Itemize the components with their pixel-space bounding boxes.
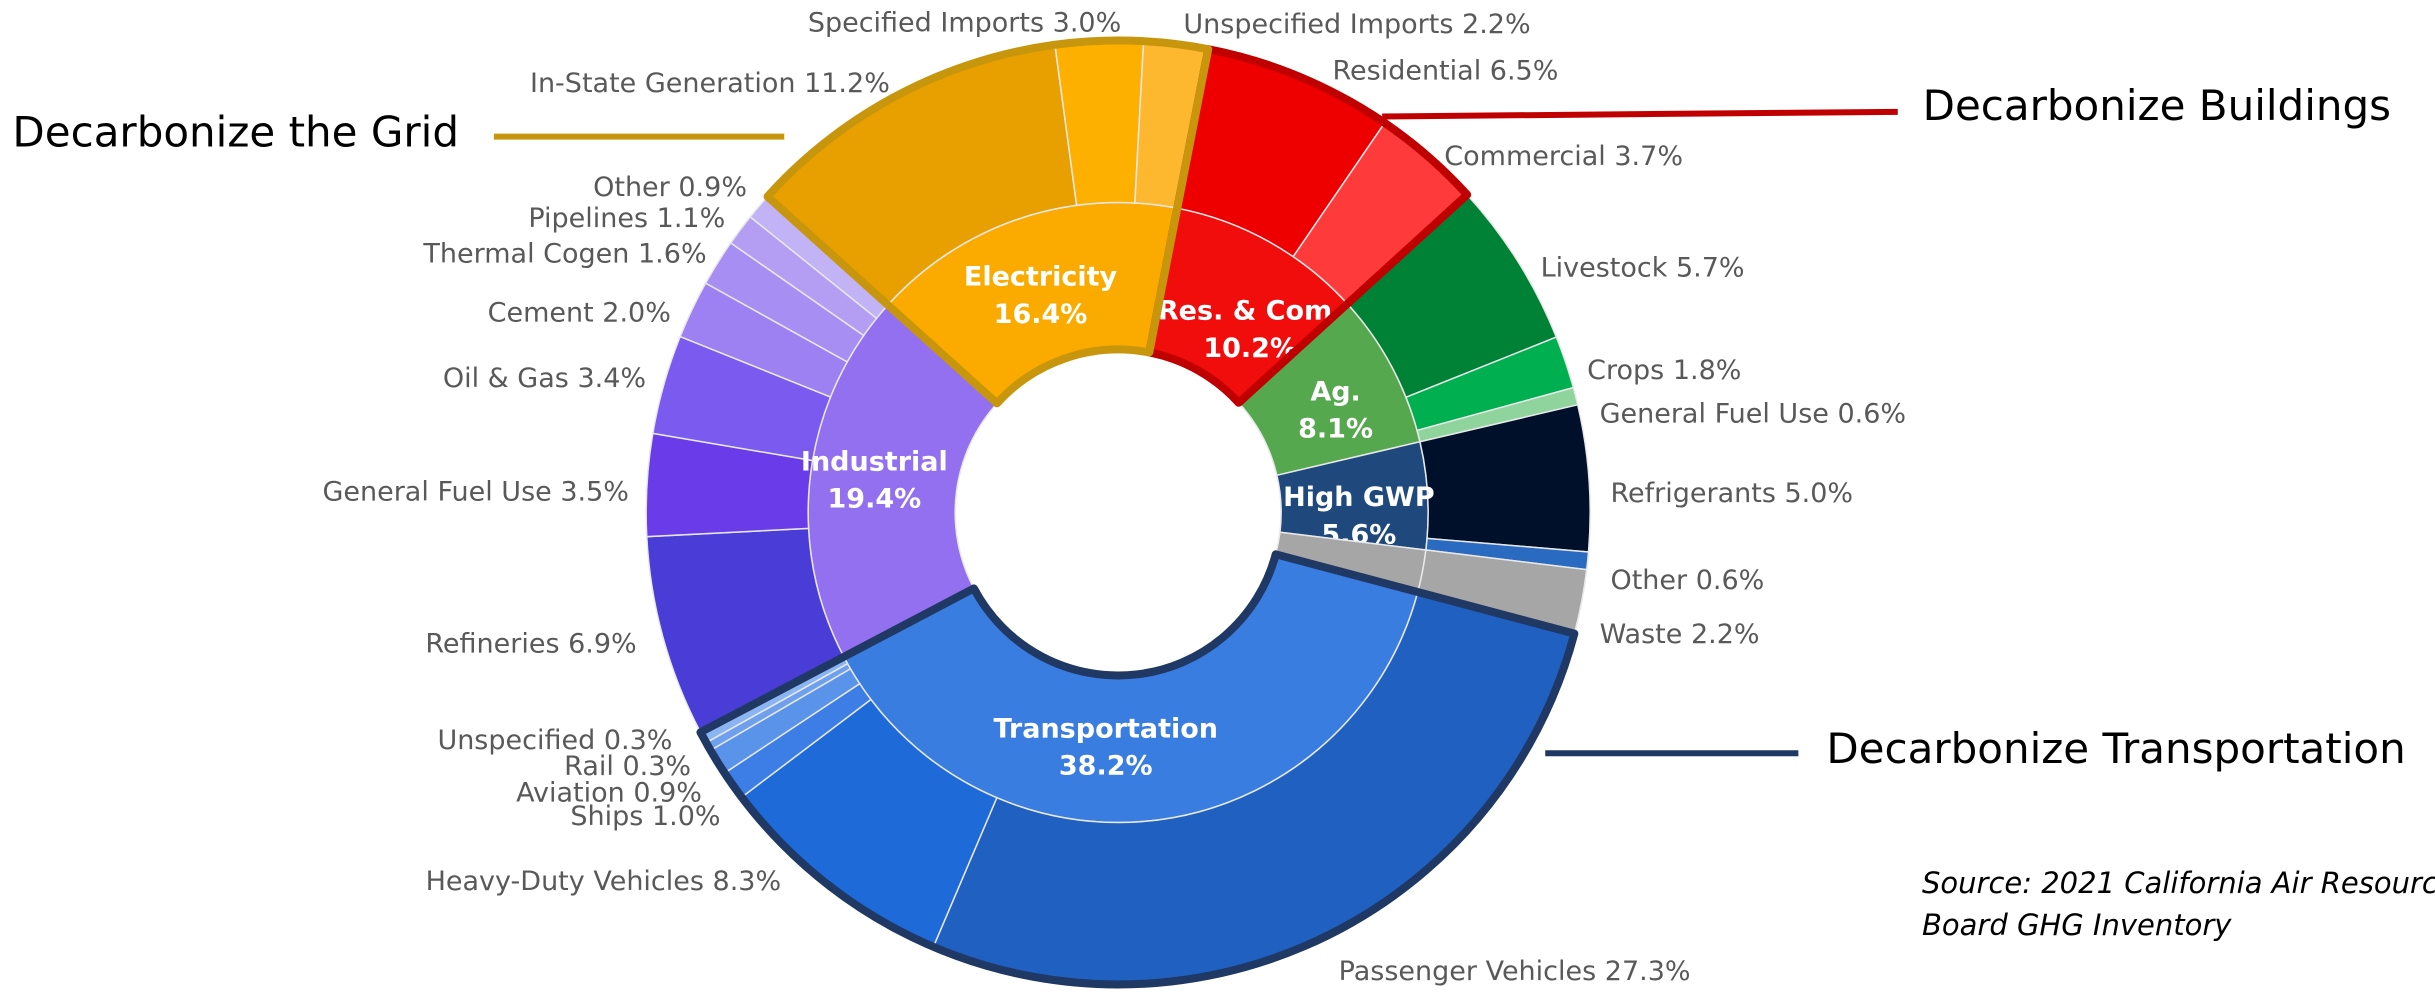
segment-label: Unspecified 0.3% (437, 724, 672, 755)
segment-value: 0.9% (633, 777, 702, 808)
group-name: Industrial (801, 446, 948, 477)
segment-label: Heavy-Duty Vehicles 8.3% (426, 866, 782, 897)
segment-label: Unspecified Imports 2.2% (1183, 8, 1530, 39)
segment-value: 0.3% (604, 724, 673, 755)
segment-label: General Fuel Use 3.5% (322, 476, 629, 507)
segment-label: Refrigerants 5.0% (1610, 477, 1853, 508)
segment-name: Crops (1587, 355, 1664, 386)
segment-value: 3.7% (1614, 140, 1683, 171)
segment-name: Rail (564, 751, 614, 782)
segment-name: Heavy-Duty Vehicles (426, 866, 704, 897)
annotation: Decarbonize Buildings (1923, 81, 2391, 130)
segment-value: 2.2% (1691, 619, 1760, 650)
segment-value: 11.2% (804, 67, 890, 98)
group-outline (763, 36, 1213, 408)
segment-value: 27.3% (1605, 956, 1691, 987)
segment-label: Other 0.9% (593, 171, 747, 202)
segment-label: Oil & Gas 3.4% (443, 362, 646, 393)
segment-value: 1.1% (657, 202, 726, 233)
segment-label: Crops 1.8% (1587, 355, 1741, 386)
group-name: Electricity (964, 261, 1118, 292)
segment-name: Oil & Gas (443, 362, 569, 393)
segment-label: Commercial 3.7% (1444, 140, 1683, 171)
segment-label: Residential 6.5% (1332, 55, 1558, 86)
segment-value: 0.3% (622, 751, 691, 782)
segment-name: Other (1610, 564, 1688, 595)
segment-label: Other 0.6% (1610, 564, 1764, 595)
segment-value: 5.7% (1676, 252, 1745, 283)
annotation: Decarbonize Transportation (1826, 724, 2405, 773)
segment-name: In-State Generation (530, 67, 796, 98)
annotation: Decarbonize the Grid (12, 108, 459, 157)
segment-name: Refineries (425, 628, 559, 659)
segment-name: Livestock (1541, 252, 1668, 283)
segment-value: 2.0% (602, 297, 671, 328)
source: Board GHG Inventory (1922, 908, 2232, 942)
group-value: 8.1% (1298, 414, 1373, 445)
segment-label: Specified Imports 3.0% (808, 7, 1121, 38)
segment-name: Ships (570, 800, 643, 831)
segment-name: Other (593, 171, 671, 202)
segment-name: Cement (488, 297, 594, 328)
segment-name: General Fuel Use (322, 476, 551, 507)
segment-name: Pipelines (528, 202, 648, 233)
segment-value: 1.8% (1673, 355, 1742, 386)
segment-value: 3.4% (577, 362, 646, 393)
group-name: High GWP (1283, 482, 1435, 513)
segment-label: Waste 2.2% (1600, 619, 1760, 650)
segment-value: 3.0% (1053, 7, 1122, 38)
segment-name: Commercial (1444, 140, 1606, 171)
segment-name: Specified Imports (808, 7, 1044, 38)
segment-label: Refineries 6.9% (425, 628, 636, 659)
segment-value: 0.6% (1696, 564, 1765, 595)
segment-name: Refrigerants (1610, 477, 1775, 508)
segment-name: Unspecified (437, 724, 595, 755)
segment-label: Thermal Cogen 1.6% (422, 238, 706, 269)
segment-name: Waste (1600, 619, 1683, 650)
segment-label: In-State Generation 11.2% (530, 67, 890, 98)
segment-value: 8.3% (713, 866, 782, 897)
group-value: 16.4% (994, 299, 1088, 330)
segment-label: Rail 0.3% (564, 751, 691, 782)
segment-name: Thermal Cogen (422, 238, 629, 269)
segment-label: General Fuel Use 0.6% (1600, 398, 1907, 429)
segment-label: Livestock 5.7% (1541, 252, 1745, 283)
segment-value: 0.6% (1837, 398, 1906, 429)
group-value: 38.2% (1059, 751, 1153, 782)
segment-value: 5.0% (1784, 477, 1853, 508)
group-value: 19.4% (828, 484, 922, 515)
segment-name: Aviation (516, 777, 625, 808)
segment-value: 6.9% (568, 628, 637, 659)
segment-value: 0.9% (678, 171, 747, 202)
segment-label: Pipelines 1.1% (528, 202, 725, 233)
segment-name: General Fuel Use (1600, 398, 1829, 429)
annotation-line (1382, 108, 1898, 120)
group-outline (1145, 45, 1472, 407)
segment-label: Cement 2.0% (488, 297, 671, 328)
segment-label: Aviation 0.9% (516, 777, 702, 808)
segment-value: 6.5% (1490, 55, 1559, 86)
source: Source: 2021 California Air Resource (1922, 866, 2435, 900)
segment-label: Ships 1.0% (570, 800, 720, 831)
segment-value: 1.6% (638, 238, 707, 269)
segment-label: Passenger Vehicles 27.3% (1339, 956, 1691, 987)
segment-name: Passenger Vehicles (1339, 956, 1597, 987)
segment-value: 1.0% (652, 800, 721, 831)
segment-value: 2.2% (1462, 8, 1531, 39)
segment-name: Residential (1332, 55, 1481, 86)
group-name: Res. & Com. (1158, 296, 1343, 327)
segment-value: 3.5% (560, 476, 629, 507)
group-outline (696, 550, 1579, 989)
segment-name: Unspecified Imports (1183, 8, 1453, 39)
group-name: Ag. (1310, 376, 1360, 407)
group-name: Transportation (993, 713, 1218, 744)
